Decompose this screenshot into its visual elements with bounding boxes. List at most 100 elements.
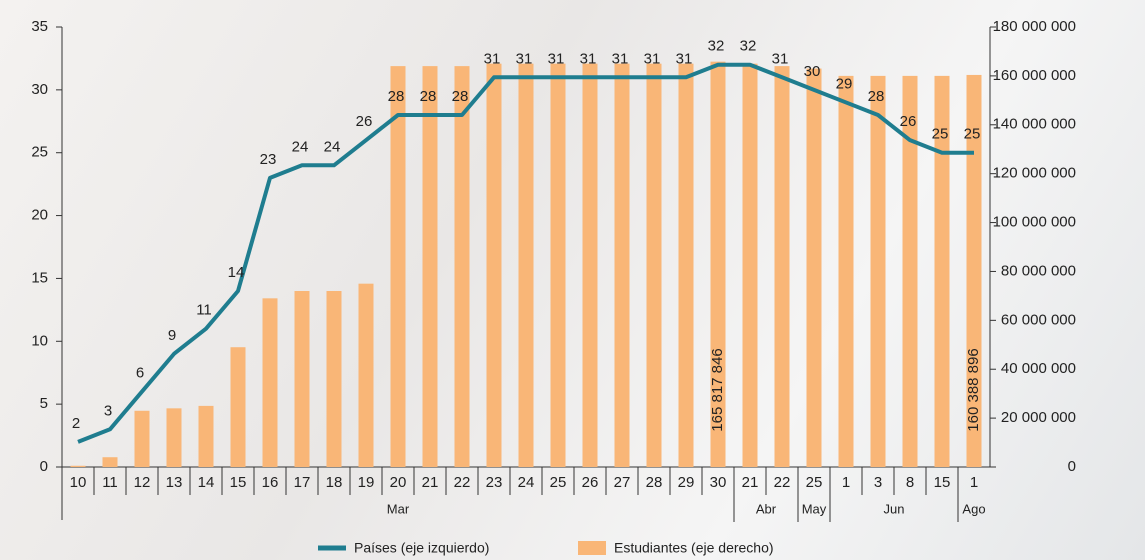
bar — [966, 74, 982, 467]
y2-tick-label: 180 000 000 — [993, 18, 1076, 35]
point-label: 31 — [580, 50, 597, 67]
x-tick-label: 20 — [390, 474, 407, 491]
bar — [646, 63, 662, 468]
bar — [902, 75, 918, 467]
bar — [422, 66, 438, 467]
x-tick-label: 14 — [198, 474, 215, 491]
point-label: 31 — [612, 50, 629, 67]
y2-tick-label: 120 000 000 — [993, 165, 1076, 182]
point-label: 31 — [548, 50, 565, 67]
bar — [774, 66, 790, 467]
point-label: 25 — [964, 126, 981, 143]
group-label: Jun — [884, 501, 905, 516]
x-tick-label: 22 — [454, 474, 471, 491]
bar — [582, 63, 598, 468]
point-label: 26 — [356, 113, 373, 130]
bar — [326, 291, 342, 467]
y-tick-label: 5 — [40, 395, 48, 412]
point-label: 3 — [104, 402, 112, 419]
x-tick-label: 11 — [102, 474, 118, 491]
bar — [678, 63, 694, 468]
bar — [294, 291, 310, 467]
bar — [742, 63, 758, 468]
point-label: 9 — [168, 327, 176, 344]
x-tick-label: 15 — [934, 474, 951, 491]
point-label: 31 — [772, 50, 789, 67]
x-tick-label: 22 — [774, 474, 791, 491]
x-tick-label: 24 — [518, 474, 535, 491]
y-tick-label: 35 — [31, 18, 48, 35]
y2-tick-label: 60 000 000 — [1001, 311, 1076, 328]
x-tick-label: 17 — [294, 474, 311, 491]
y-tick-label: 30 — [31, 81, 48, 98]
point-label: 2 — [72, 415, 80, 432]
point-label: 28 — [388, 88, 405, 105]
x-tick-label: 25 — [550, 474, 567, 491]
point-label: 25 — [932, 126, 949, 143]
x-tick-label: 21 — [422, 474, 439, 491]
bar — [390, 66, 406, 467]
x-tick-label: 16 — [262, 474, 279, 491]
bar-value-label: 160 388 896 — [965, 348, 982, 431]
x-tick-label: 18 — [326, 474, 343, 491]
point-label: 11 — [196, 302, 212, 319]
point-label: 32 — [708, 38, 725, 55]
bar — [262, 298, 278, 467]
x-tick-label: 3 — [874, 474, 882, 491]
point-label: 32 — [740, 38, 757, 55]
bar — [934, 75, 950, 467]
legend-swatch — [578, 541, 606, 555]
x-tick-label: 12 — [134, 474, 151, 491]
y2-tick-label: 160 000 000 — [993, 67, 1076, 84]
y2-tick-label: 20 000 000 — [1001, 409, 1076, 426]
x-tick-label: 30 — [710, 474, 727, 491]
y-tick-label: 20 — [31, 207, 48, 224]
y-tick-label: 10 — [31, 332, 48, 349]
bar — [198, 405, 214, 467]
point-label: 31 — [644, 50, 661, 67]
x-tick-label: 8 — [906, 474, 914, 491]
bar — [486, 63, 502, 468]
point-label: 30 — [804, 63, 821, 80]
y2-tick-label: 80 000 000 — [1001, 262, 1076, 279]
x-tick-label: 27 — [614, 474, 631, 491]
x-tick-label: 26 — [582, 474, 599, 491]
legend-label: Países (eje izquierdo) — [354, 540, 489, 556]
legend-label: Estudiantes (eje derecho) — [614, 540, 774, 556]
y2-tick-label: 40 000 000 — [1001, 360, 1076, 377]
point-label: 24 — [324, 138, 341, 155]
bar — [838, 75, 854, 467]
x-tick-label: 29 — [678, 474, 695, 491]
bar — [102, 457, 118, 467]
bar — [454, 66, 470, 467]
point-label: 6 — [136, 365, 144, 382]
x-tick-label: 21 — [742, 474, 759, 491]
y-tick-label: 0 — [40, 458, 48, 475]
x-tick-label: 25 — [806, 474, 823, 491]
bar — [550, 63, 566, 468]
group-label: Ago — [962, 501, 985, 516]
group-label: Mar — [387, 501, 410, 516]
x-tick-label: 10 — [70, 474, 87, 491]
point-label: 31 — [484, 50, 501, 67]
bar — [870, 75, 886, 467]
point-label: 28 — [420, 88, 437, 105]
point-label: 26 — [900, 113, 917, 130]
group-label: Abr — [756, 501, 777, 516]
point-label: 24 — [292, 138, 309, 155]
bar — [70, 465, 86, 467]
x-tick-label: 1 — [970, 474, 978, 491]
bar — [710, 61, 726, 468]
x-tick-label: 23 — [486, 474, 503, 491]
point-label: 28 — [452, 88, 469, 105]
group-label: May — [802, 501, 827, 516]
bar — [134, 410, 150, 467]
x-tick-label: 1 — [842, 474, 850, 491]
x-tick-label: 15 — [230, 474, 247, 491]
y2-tick-label: 100 000 000 — [993, 214, 1076, 231]
x-tick-label: 13 — [166, 474, 183, 491]
point-label: 28 — [868, 88, 885, 105]
point-label: 29 — [836, 75, 853, 92]
bar — [518, 63, 534, 468]
bar — [230, 347, 246, 467]
